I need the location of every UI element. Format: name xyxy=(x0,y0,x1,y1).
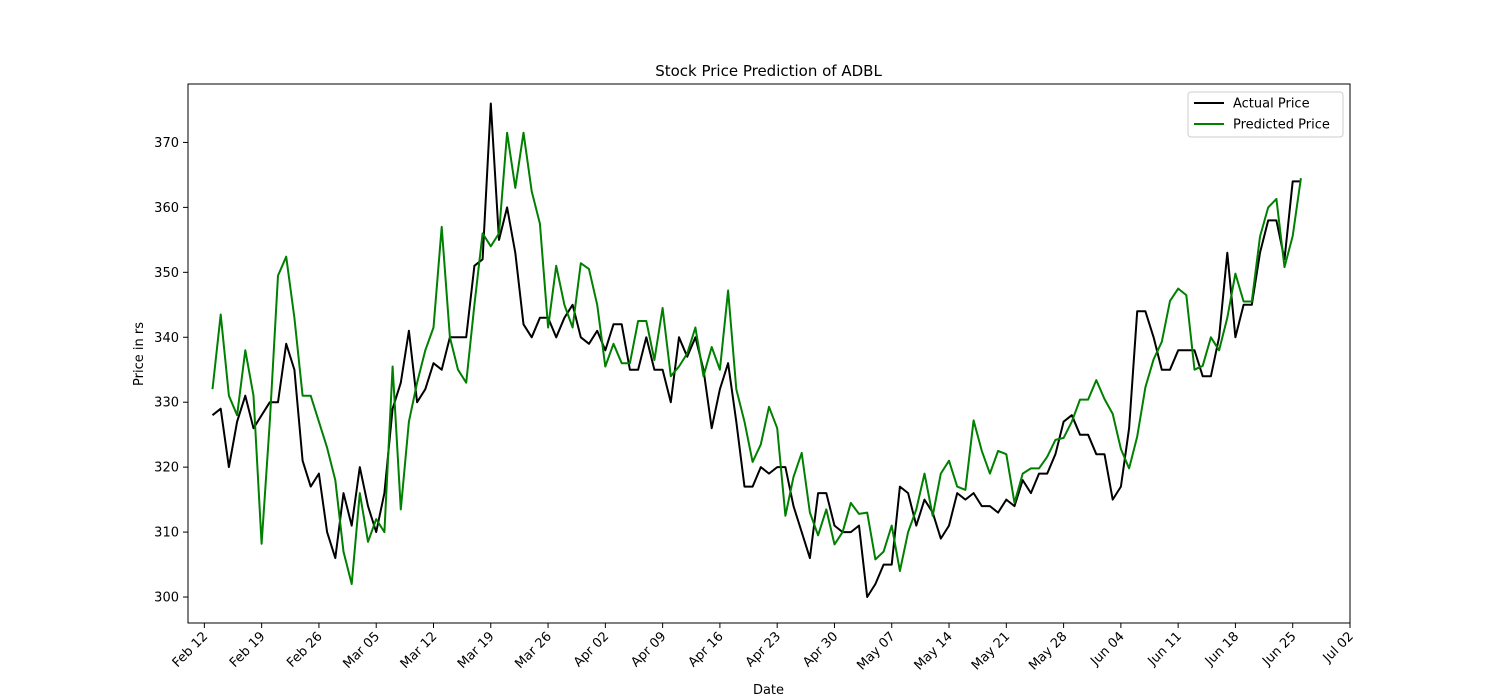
plot-area xyxy=(211,102,1302,598)
y-tick-label: 340 xyxy=(154,331,179,346)
x-tick-label: May 21 xyxy=(969,629,1013,673)
axes: 300 310 320 330 340 350 360 370 Feb 12 Feb 19 Feb … xyxy=(154,83,1357,673)
x-tick-label: May 28 xyxy=(1026,629,1070,673)
series-line-predicted xyxy=(211,131,1302,585)
y-tick-label: 350 xyxy=(154,266,179,281)
legend-label-predicted: Predicted Price xyxy=(1233,118,1330,133)
x-tick-label: Jun 11 xyxy=(1145,629,1185,669)
x-tick-label: Jun 18 xyxy=(1202,629,1242,669)
x-tick-label: Apr 30 xyxy=(800,629,841,670)
y-tick-label: 300 xyxy=(154,591,179,606)
y-tick-label: 320 xyxy=(154,461,179,476)
legend: Actual Price Predicted Price xyxy=(1187,91,1344,138)
x-tick-label: Jun 25 xyxy=(1259,629,1299,669)
y-tick-label: 360 xyxy=(154,201,179,216)
chart-title: Stock Price Prediction of ADBL xyxy=(655,62,882,80)
x-tick-label: Mar 19 xyxy=(455,629,498,672)
x-tick-label: Apr 02 xyxy=(571,629,612,670)
x-tick-label: Apr 09 xyxy=(628,629,669,670)
x-tick-label: Jul 02 xyxy=(1320,629,1357,666)
x-tick-label: May 07 xyxy=(854,629,898,673)
plot-frame xyxy=(187,83,1351,624)
x-tick-label: Mar 12 xyxy=(398,629,441,672)
y-tick-label: 330 xyxy=(154,396,179,411)
x-tick-label: Apr 16 xyxy=(686,629,727,670)
x-tick-label: Mar 05 xyxy=(340,629,383,672)
series-line-actual xyxy=(211,102,1301,598)
x-tick-label: Feb 19 xyxy=(227,629,269,671)
y-axis-title: Price in rs xyxy=(132,322,147,386)
legend-label-actual: Actual Price xyxy=(1233,97,1310,112)
legend-box xyxy=(1187,91,1344,138)
y-tick-label: 310 xyxy=(154,526,179,541)
x-tick-label: May 14 xyxy=(912,629,956,673)
x-tick-label: Feb 12 xyxy=(170,629,212,671)
x-tick-label: Feb 26 xyxy=(284,629,326,671)
x-tick-label: Apr 23 xyxy=(743,629,784,670)
x-tick-label: Jun 04 xyxy=(1087,629,1127,669)
x-tick-label: Mar 26 xyxy=(512,629,555,672)
y-tick-label: 370 xyxy=(154,136,179,151)
x-axis-title: Date xyxy=(753,683,784,698)
